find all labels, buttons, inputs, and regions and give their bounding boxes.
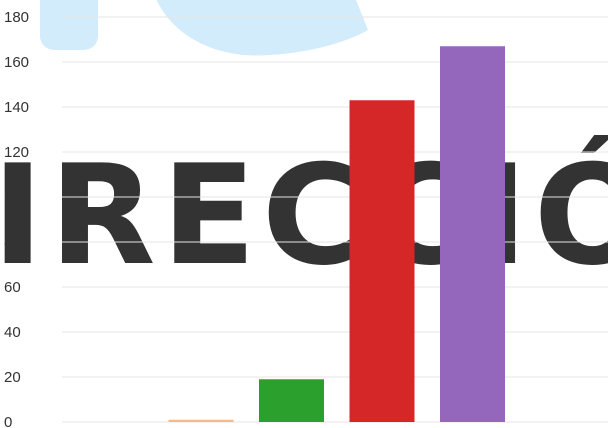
y-tick-label: 160 [4, 54, 29, 71]
watermark-text: IRECCIÓN [0, 135, 608, 296]
bar[interactable] [440, 46, 505, 422]
grid-lines [62, 16, 608, 423]
bar[interactable] [168, 419, 234, 422]
y-tick-label: 40 [4, 324, 21, 341]
y-tick-label: 180 [4, 9, 29, 26]
watermark: IRECCIÓN [0, 0, 608, 296]
y-tick-label: 120 [4, 144, 29, 161]
y-tick-label: 80 [4, 234, 21, 251]
y-tick-label: 140 [4, 99, 29, 116]
bars [168, 46, 505, 422]
y-tick-label: 100 [4, 189, 29, 206]
y-tick-label: 20 [4, 369, 21, 386]
y-tick-label: 0 [4, 414, 12, 428]
bar[interactable] [259, 379, 324, 422]
y-tick-label: 60 [4, 279, 21, 296]
watermark-logo-block [40, 0, 98, 50]
bar[interactable] [349, 100, 415, 422]
watermark-logo-arc [156, 0, 368, 56]
y-axis-ticks: 0 20 40 60 80 100 120 140 160 180 [4, 9, 29, 428]
